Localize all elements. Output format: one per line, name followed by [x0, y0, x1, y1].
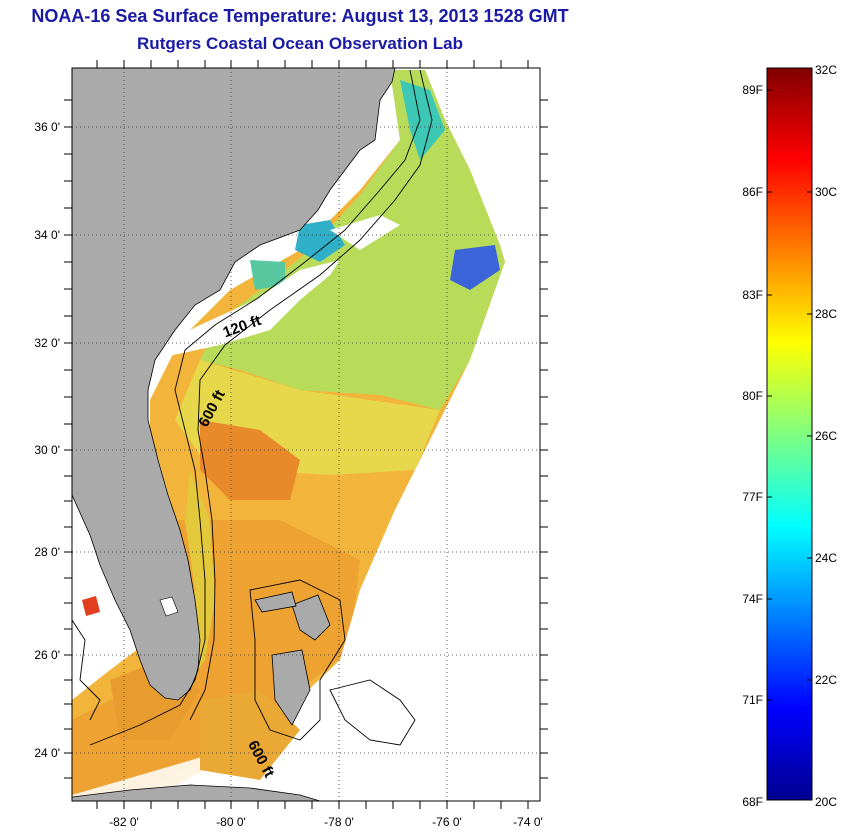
map-subtitle: Rutgers Coastal Ocean Observation Lab	[137, 34, 463, 53]
map-title: NOAA-16 Sea Surface Temperature: August …	[31, 6, 569, 26]
lake-okeechobee	[159, 596, 179, 617]
lon-label: -76 0'	[432, 815, 462, 829]
lat-label: 30 0'	[34, 443, 60, 457]
cold-patch-north	[400, 80, 445, 160]
map-ticks	[64, 60, 548, 809]
land	[72, 68, 396, 801]
colorbar-label-c: 28C	[815, 307, 837, 321]
colorbar-ticks	[767, 89, 812, 701]
lon-label: -74 0'	[513, 815, 543, 829]
lat-labels: 36 0' 34 0' 32 0' 30 0' 28 0' 26 0' 24 0…	[34, 120, 60, 760]
lon-label: -80 0'	[216, 815, 246, 829]
lat-label: 32 0'	[34, 336, 60, 350]
colorbar-label-f: 86F	[742, 185, 763, 199]
isobath-120ft	[89, 69, 421, 746]
isobath-gulf	[72, 619, 101, 721]
cloud-nearshore	[150, 260, 340, 360]
colorbar-label-c: 22C	[815, 673, 837, 687]
lat-label: 34 0'	[34, 228, 60, 242]
map-frame	[71, 67, 541, 802]
colorbar-label-f: 77F	[742, 490, 763, 504]
isobath-bahamas-1	[249, 579, 346, 741]
colorbar-label-f: 68F	[742, 795, 763, 809]
isobath-600ft	[189, 69, 433, 721]
lon-label: -78 0'	[324, 815, 354, 829]
cloud-sc	[330, 215, 400, 250]
cuba	[72, 784, 321, 801]
colorbar-label-f: 83F	[742, 288, 763, 302]
colorbar-label-c: 30C	[815, 185, 837, 199]
colorbar: 89F 86F 83F 80F 77F 74F 71F 68F 32C 30C …	[742, 63, 837, 809]
cold-patch-sc	[250, 260, 285, 290]
us-mainland	[72, 68, 396, 701]
colorbar-bar	[766, 67, 813, 801]
colorbar-f-labels: 89F 86F 83F 80F 77F 74F 71F 68F	[742, 83, 763, 809]
colorbar-label-f: 89F	[742, 83, 763, 97]
isobaths	[72, 69, 433, 746]
colorbar-label-f: 74F	[742, 592, 763, 606]
colorbar-label-c: 24C	[815, 551, 837, 565]
cold-patch-offshore	[450, 245, 500, 290]
swath-gulfstream	[160, 470, 215, 700]
lat-label: 24 0'	[34, 746, 60, 760]
lon-labels: -82 0' -80 0' -78 0' -76 0' -74 0'	[109, 815, 543, 829]
lat-label: 26 0'	[34, 648, 60, 662]
bank-orange-keys	[200, 690, 300, 780]
nodata-keys	[72, 680, 540, 801]
colorbar-label-c: 32C	[815, 63, 837, 77]
lat-label: 28 0'	[34, 545, 60, 559]
isobath-bahamas-2	[329, 679, 416, 746]
swath-warm-core	[200, 420, 300, 500]
bahamas-grand	[254, 591, 297, 613]
lon-label: -82 0'	[109, 815, 139, 829]
colorbar-label-c: 26C	[815, 429, 837, 443]
colorbar-label-c: 20C	[815, 795, 837, 809]
bahamas-abaco	[291, 594, 331, 641]
colorbar-c-labels: 32C 30C 28C 26C 24C 22C 20C	[815, 63, 837, 809]
nodata-east	[340, 200, 540, 801]
map-panel: 120 ft 600 ft 600 ft 36 0'	[34, 60, 548, 829]
hot-spot-gulf	[82, 596, 100, 616]
lat-label: 36 0'	[34, 120, 60, 134]
colorbar-label-f: 80F	[742, 389, 763, 403]
colorbar-label-f: 71F	[742, 693, 763, 707]
bahamas-andros	[271, 649, 311, 726]
